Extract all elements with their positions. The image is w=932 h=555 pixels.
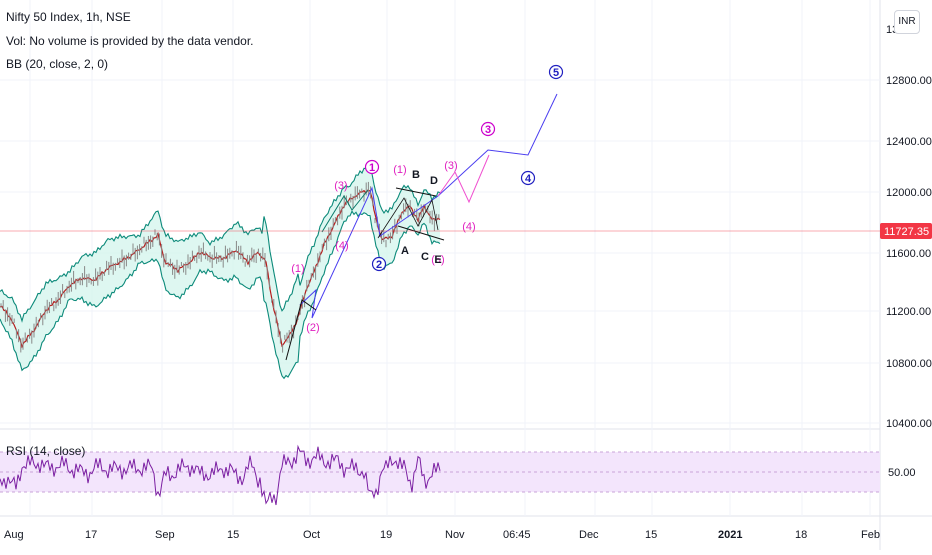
wave-label: 3 [485, 124, 491, 136]
wave-label: (4) [462, 221, 475, 233]
price-axis-label: 10800.00 [886, 358, 932, 370]
wave-line [321, 189, 369, 233]
wave-line [437, 154, 490, 204]
price-axis-label: 12000.00 [886, 187, 932, 199]
wave-label-circle [548, 64, 564, 80]
price-axis-label: 12800.00 [886, 75, 932, 87]
wave-label: (4) [335, 240, 348, 252]
price-axis-label: 10400.00 [886, 418, 932, 430]
volume-legend[interactable]: Vol: No volume is provided by the data v… [6, 34, 254, 48]
currency-button[interactable]: INR [894, 10, 920, 34]
wave-label: (1) [291, 263, 304, 275]
rsi-pane [0, 444, 880, 506]
bollinger-legend[interactable]: BB (20, close, 2, 0) [6, 57, 109, 71]
wave-label: E [434, 254, 441, 266]
wave-label: 1 [369, 162, 375, 174]
time-axis-label: 19 [380, 529, 392, 541]
wave-line [395, 187, 437, 197]
wave-label-circle [371, 256, 387, 272]
wave-label-circle [480, 121, 496, 137]
rsi-axis-label: 50.00 [888, 467, 916, 479]
wave-label-circle [520, 170, 536, 186]
wave-label: (5) [431, 254, 444, 266]
time-axis-label: Dec [579, 529, 599, 541]
last-price-tag [880, 223, 932, 239]
time-axis-label: Oct [303, 529, 320, 541]
wave-line [377, 197, 439, 239]
rsi-line [0, 444, 441, 506]
time-axis-label: 15 [227, 529, 239, 541]
lower-band [0, 210, 441, 380]
time-axis-label: Sep [155, 529, 175, 541]
time-axis[interactable]: Aug 17 Sep 15 Oct 19 Nov 06:45 Dec 15 20… [4, 529, 880, 541]
wave-label: 2 [376, 259, 382, 271]
time-axis-label: Nov [445, 529, 465, 541]
wave-line [397, 225, 445, 241]
time-axis-label: 18 [795, 529, 807, 541]
price-axis[interactable]: 1 3 12800.00 12400.00 12000.00 11600.00 1… [0, 24, 932, 479]
price-axis-label: 11200.00 [886, 306, 931, 318]
band-fill [0, 163, 440, 379]
wave-label: (1) [393, 164, 406, 176]
time-axis-label: Aug [4, 529, 24, 541]
last-price-value: 11727.35 [884, 226, 929, 238]
wave-label: B [412, 169, 420, 181]
time-axis-label: 15 [645, 529, 657, 541]
wave-label: D [430, 175, 438, 187]
time-axis-label: 2021 [718, 529, 742, 541]
wave-label: (3) [334, 180, 347, 192]
time-axis-label: 17 [85, 529, 97, 541]
bollinger-bands [0, 163, 441, 380]
time-axis-label: 06:45 [503, 529, 531, 541]
wave-projection-drawings[interactable] [285, 93, 558, 361]
wave-label: C [421, 251, 429, 263]
wave-line [285, 299, 317, 361]
wave-label: (2) [306, 322, 319, 334]
symbol-legend-title[interactable]: Nifty 50 Index, 1h, NSE [6, 10, 131, 24]
price-axis-label: 11600.00 [886, 248, 931, 260]
wave-line [299, 93, 558, 319]
price-axis-label: 12400.00 [886, 136, 932, 148]
wave-label: 4 [525, 173, 532, 185]
wave-label-circle [364, 159, 380, 175]
wave-label: A [401, 245, 409, 257]
rsi-legend[interactable]: RSI (14, close) [6, 444, 86, 458]
wave-label: 5 [553, 67, 559, 79]
elliott-wave-labels[interactable]: 1 2 3 4 5 (1) (2) (3) (4) (1) (3) (4) (5) A B C D E [291, 64, 564, 335]
wave-label: (3) [444, 160, 457, 172]
time-axis-label: Feb [861, 529, 880, 541]
